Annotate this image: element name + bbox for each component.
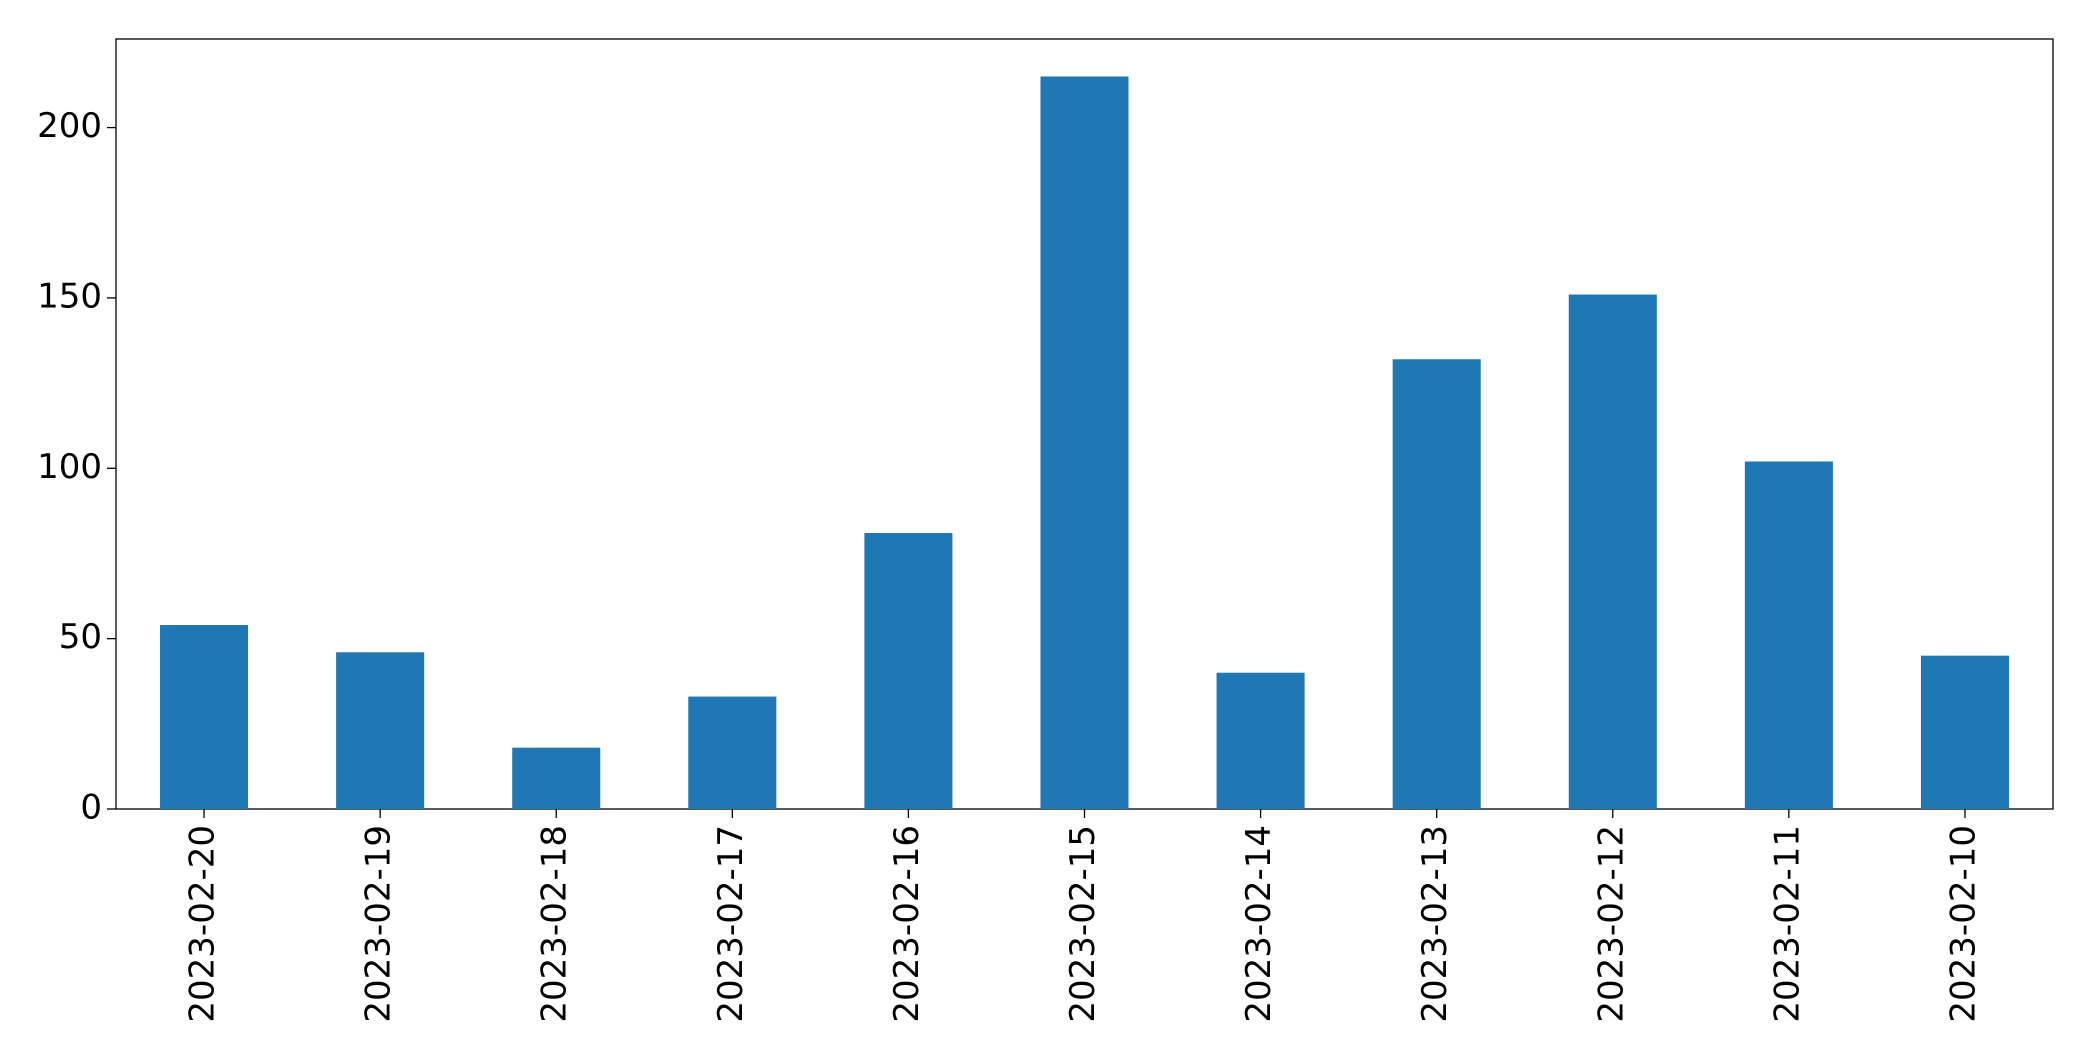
x-tick-label: 2023-02-12 [1591, 825, 1631, 1023]
bar [1216, 672, 1305, 809]
bar [1744, 461, 1833, 809]
x-tick-label: 2023-02-18 [535, 825, 575, 1023]
x-tick-label: 2023-02-17 [711, 825, 751, 1023]
x-tick-label: 2023-02-11 [1767, 825, 1807, 1023]
y-tick-label: 50 [59, 617, 102, 657]
y-tick-label: 150 [37, 276, 102, 316]
x-tick-label: 2023-02-16 [887, 825, 927, 1023]
bar [160, 625, 249, 809]
y-tick-label: 100 [37, 447, 102, 487]
x-tick-label: 2023-02-19 [359, 825, 399, 1023]
y-tick-label: 0 [80, 788, 102, 828]
bar [336, 652, 425, 809]
x-tick-label: 2023-02-14 [1239, 825, 1279, 1023]
x-tick-label: 2023-02-10 [1943, 825, 1983, 1023]
bar [688, 696, 777, 809]
bar [1040, 76, 1129, 809]
x-tick-label: 2023-02-13 [1415, 825, 1455, 1023]
bar [1568, 294, 1657, 809]
x-tick-label: 2023-02-15 [1063, 825, 1103, 1023]
bar [512, 747, 601, 809]
bar [864, 533, 953, 809]
x-tick-label: 2023-02-20 [183, 825, 223, 1023]
bar [1920, 655, 2009, 809]
y-tick-label: 200 [37, 106, 102, 146]
bar [1392, 359, 1481, 809]
